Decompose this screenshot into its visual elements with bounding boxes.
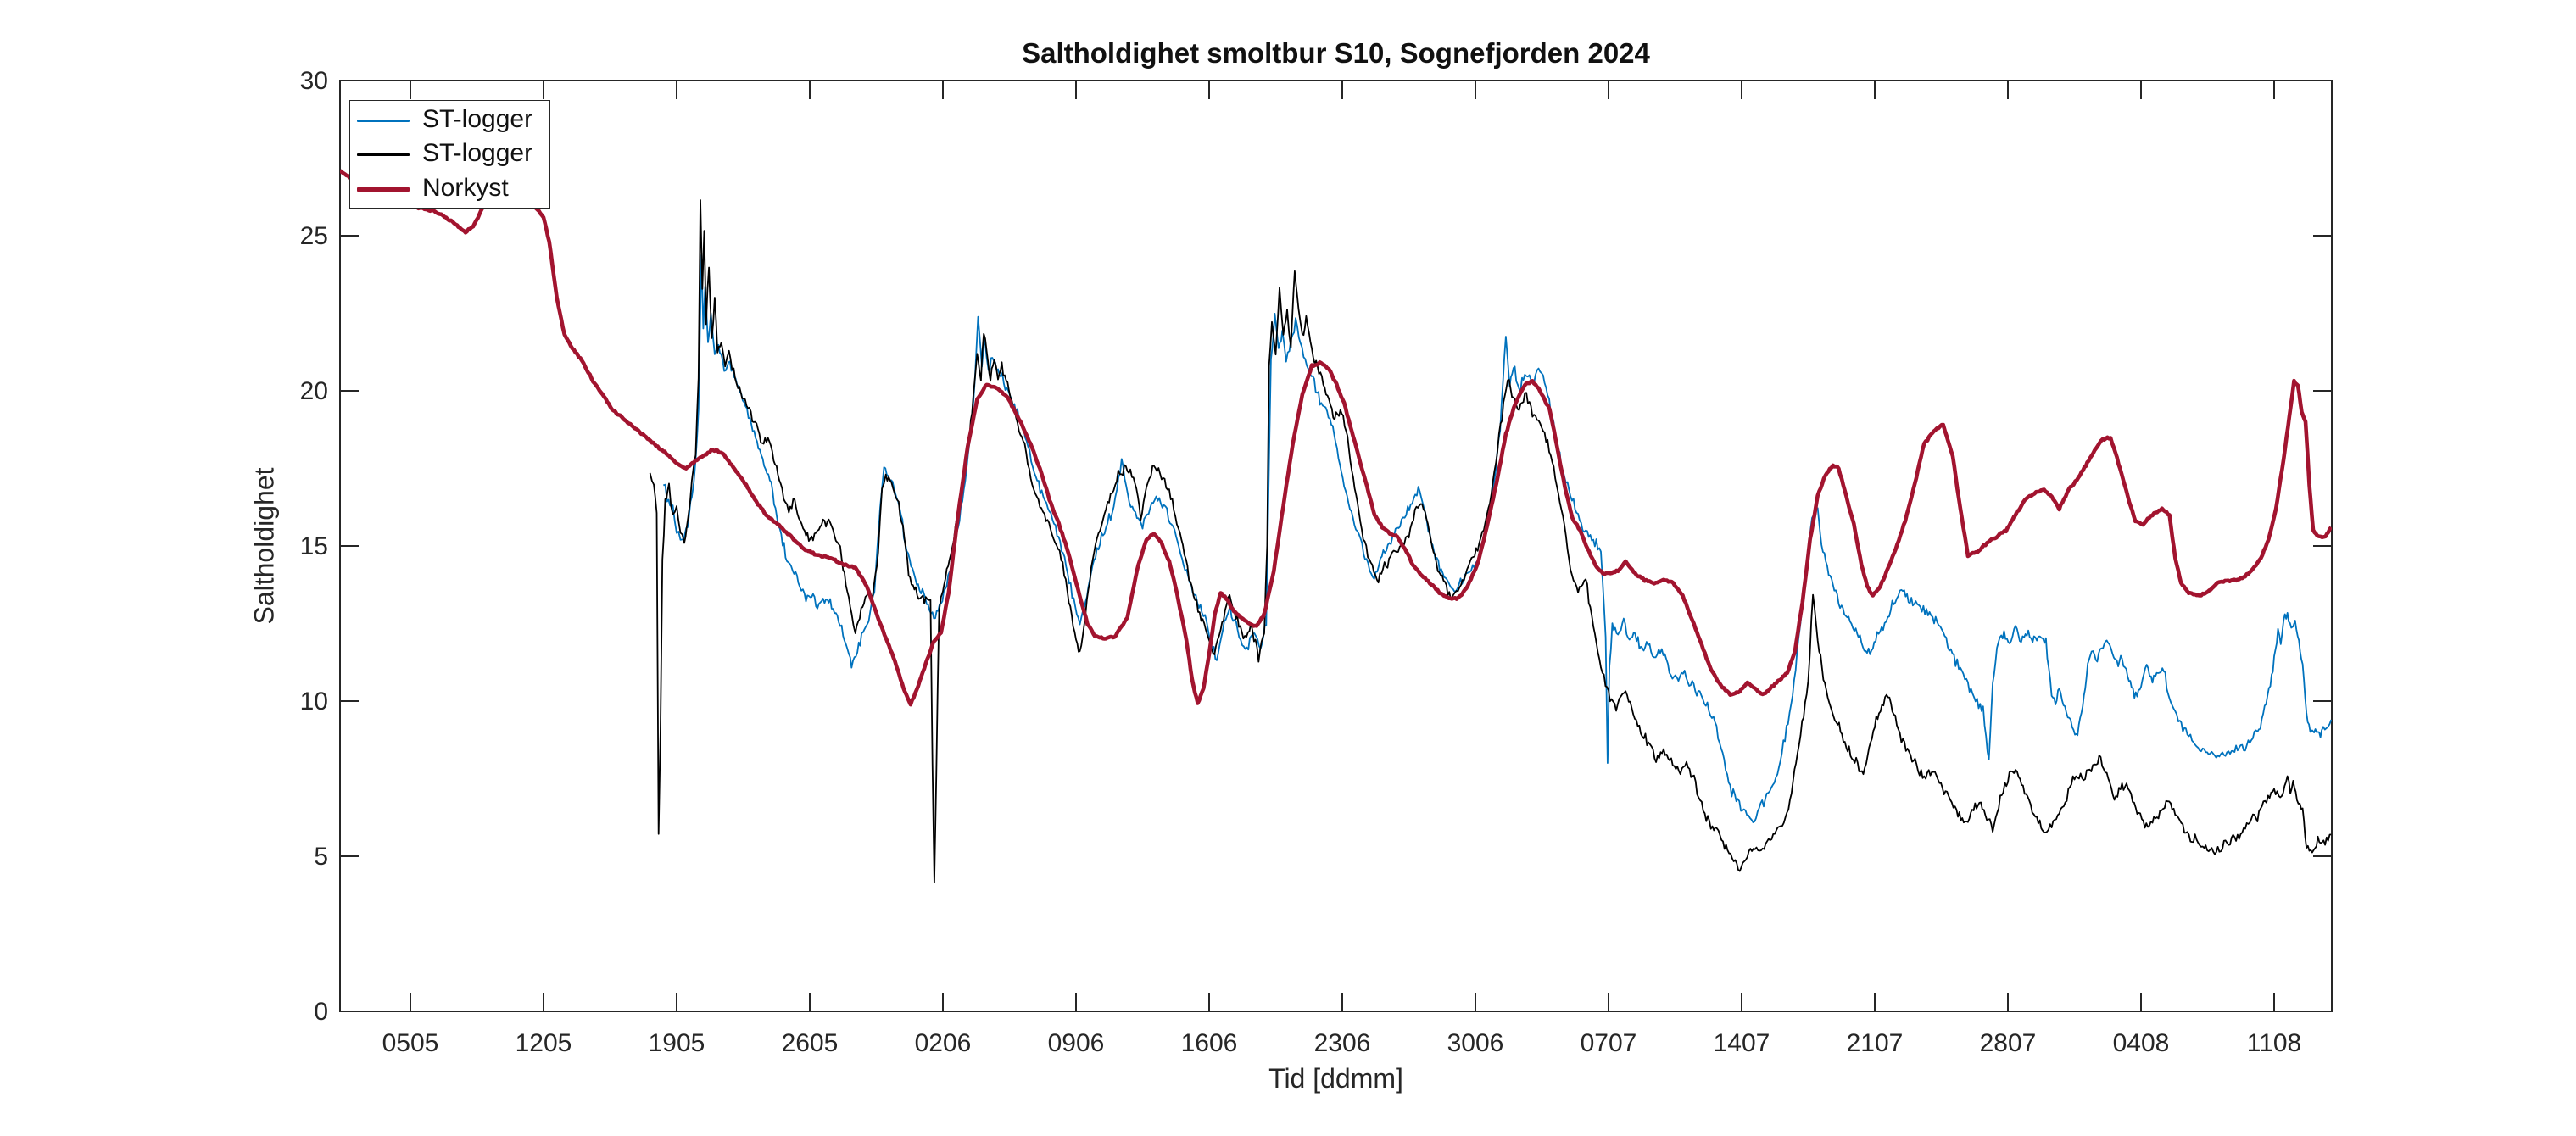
legend-label: Norkyst — [422, 174, 509, 202]
x-tick-label: 2807 — [1980, 1029, 2037, 1057]
legend-label: ST-logger — [422, 139, 533, 167]
x-tick-label: 1108 — [2247, 1029, 2302, 1057]
y-tick-label: 25 — [300, 222, 328, 250]
legend-label: ST-logger — [422, 105, 533, 133]
y-tick-label: 30 — [300, 67, 328, 95]
x-tick-label: 3006 — [1447, 1029, 1504, 1057]
legend-box: ST-logger ST-logger Norkyst — [349, 100, 550, 209]
x-tick-label: 2306 — [1314, 1029, 1371, 1057]
x-tick-label: 1905 — [649, 1029, 705, 1057]
legend-line-red-icon — [357, 187, 410, 192]
y-tick-label: 0 — [314, 998, 328, 1026]
x-tick-label: 1407 — [1714, 1029, 1770, 1057]
chart-title: Saltholdighet smoltbur S10, Sognefjorden… — [1022, 37, 1650, 69]
x-tick-label: 2107 — [1847, 1029, 1904, 1057]
x-tick-label: 1606 — [1181, 1029, 1238, 1057]
x-axis-label: Tid [ddmm] — [1268, 1063, 1403, 1094]
x-tick-label: 0906 — [1048, 1029, 1105, 1057]
legend-line-black-icon — [357, 153, 410, 156]
y-axis-label: Saltholdighet — [248, 467, 280, 625]
x-tick-label: 0206 — [915, 1029, 972, 1057]
x-tick-label: 0707 — [1581, 1029, 1637, 1057]
x-tick-label: 0505 — [382, 1029, 439, 1057]
series-line-norkyst-2 — [340, 169, 2332, 707]
y-tick-label: 5 — [314, 843, 328, 871]
series-line-st-logger-1 — [649, 199, 2332, 883]
y-tick-label: 20 — [300, 377, 328, 405]
y-tick-label: 10 — [300, 688, 328, 716]
series-line-st-logger-0 — [663, 253, 2332, 823]
x-tick-label: 2605 — [782, 1029, 839, 1057]
x-tick-label: 1205 — [516, 1029, 572, 1057]
y-tick-label: 15 — [300, 532, 328, 560]
x-tick-label: 0408 — [2113, 1029, 2170, 1057]
legend-line-blue-icon — [357, 119, 410, 122]
